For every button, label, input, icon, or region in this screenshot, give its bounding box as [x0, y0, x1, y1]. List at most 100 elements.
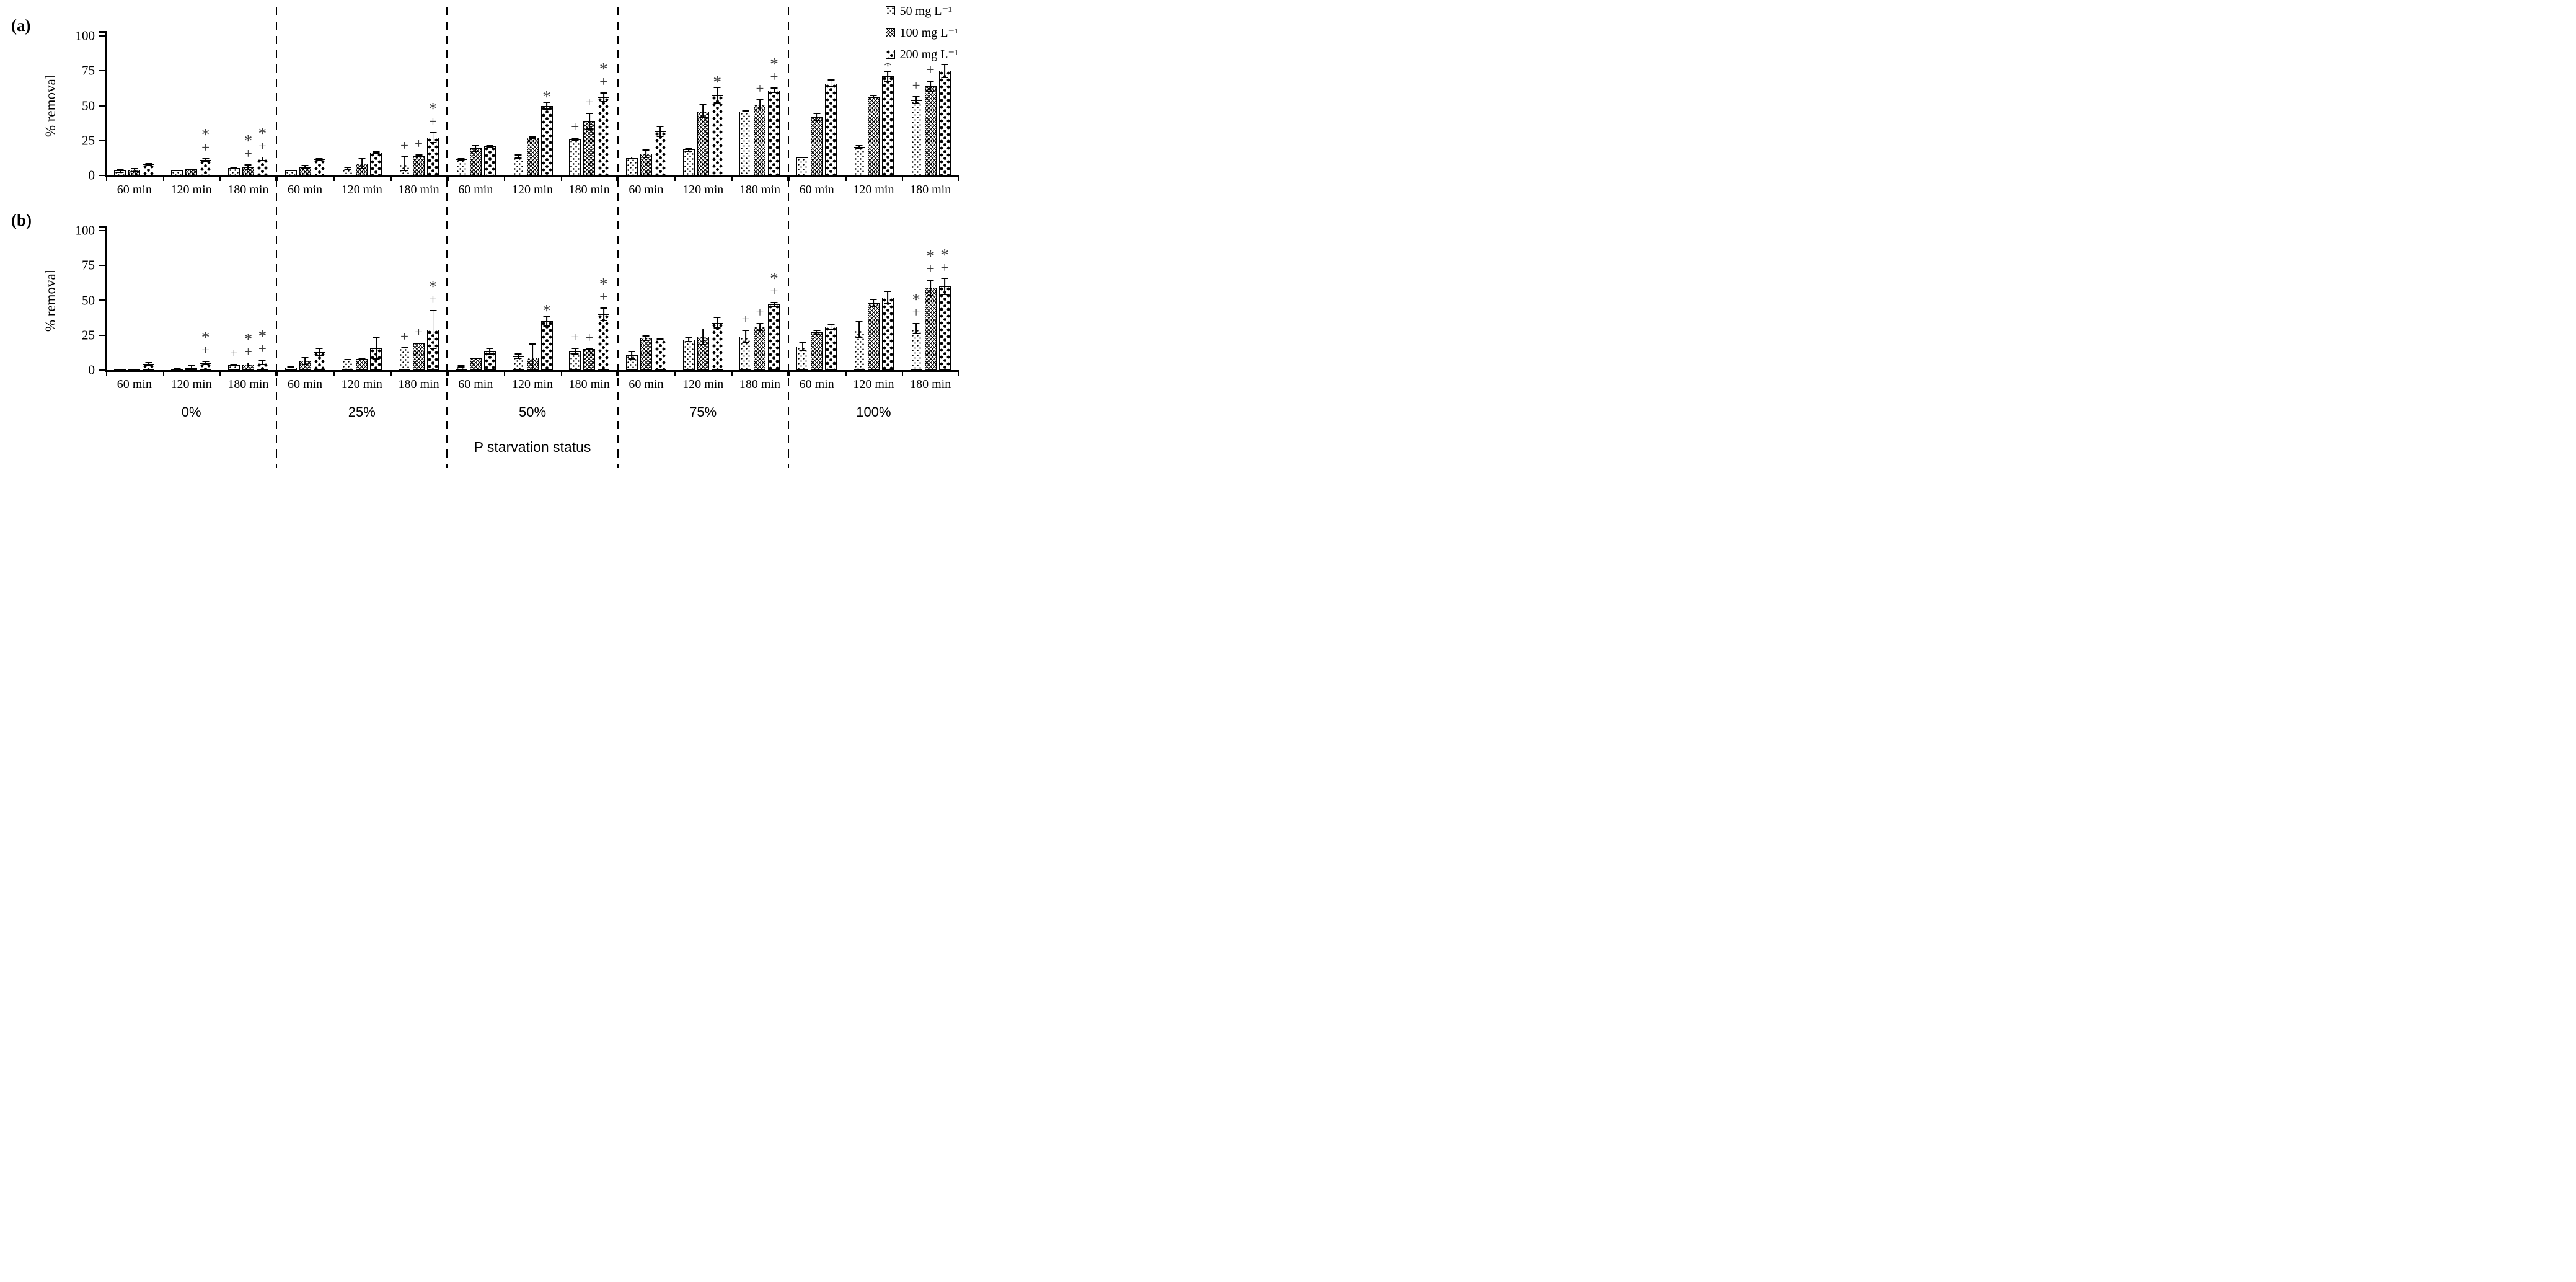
panel-a-y-axis-label: % removal [43, 74, 58, 137]
time-group-120-min: * + [163, 231, 220, 370]
error-bar-bottom-cap [287, 170, 294, 172]
bar-50mg [285, 170, 297, 175]
error-bar [774, 301, 775, 307]
error-bar [489, 144, 491, 148]
error-bar-top-cap [202, 157, 210, 159]
error-bar-bottom-cap [941, 76, 948, 78]
error-bar [233, 363, 235, 367]
bar-50mg [512, 156, 524, 175]
time-label-section: 60 min 120 min 180 min [788, 378, 959, 392]
error-bar-bottom-cap [230, 167, 237, 169]
y-tick [99, 139, 105, 141]
error-bar-top-cap [770, 301, 778, 303]
bar-50mg [114, 369, 126, 370]
error-bar [930, 279, 932, 296]
error-bar-top-cap [884, 290, 891, 292]
bar-100mg [583, 121, 596, 175]
bar-100mg [356, 163, 368, 175]
y-tick-label: 25 [82, 327, 95, 343]
significance-annotation: + [415, 325, 423, 339]
section-25%: + + * + [276, 36, 448, 181]
error-bar-top-cap [827, 324, 835, 325]
error-bar-top-cap [685, 337, 692, 338]
time-group-60-min [618, 231, 675, 370]
error-bar-bottom-cap [514, 157, 522, 159]
asterisk-marker: * [599, 60, 608, 79]
x-tick [731, 370, 733, 376]
panel-b: % removal * + + * + * + + + * + * + + * + + + * + * + * + * + 60 … [43, 224, 959, 391]
bar-100mg [526, 138, 539, 175]
time-group-180-min: ++*+ [731, 231, 788, 370]
asterisk-marker: * [201, 125, 210, 144]
time-group-180-min: * + * + * + [902, 231, 959, 370]
y-tick [99, 334, 105, 336]
error-bar-top-cap [656, 126, 664, 127]
error-bar-top-cap [870, 299, 877, 301]
section-0%: * + + * + * + [106, 231, 277, 376]
bar-50mg [910, 100, 922, 175]
error-bar-bottom-cap [884, 303, 891, 305]
error-bar [532, 343, 533, 370]
asterisk-marker: * [258, 123, 267, 143]
error-bar [262, 360, 263, 366]
bar-200mg [427, 138, 439, 175]
error-bar-top-cap [927, 279, 934, 281]
error-bar [574, 138, 576, 141]
y-tick-label: 75 [82, 257, 95, 273]
panel-b-y-axis [105, 226, 107, 370]
time-label-section: 60 min 120 min 180 min [788, 183, 959, 197]
bar-200mg [711, 322, 723, 370]
time-group-120-min [333, 231, 390, 370]
error-bar [247, 164, 249, 170]
error-bar [205, 157, 206, 162]
asterisk-marker: * [244, 131, 253, 150]
error-bar [944, 278, 946, 295]
time-group-60-min [788, 36, 845, 175]
panel-b-x-axis [105, 370, 959, 372]
error-bar-bottom-cap [344, 359, 351, 361]
time-group-120-min: * + [163, 36, 220, 175]
error-bar-top-cap [117, 168, 124, 170]
error-bar-top-cap [756, 99, 764, 101]
asterisk-marker: * [428, 99, 438, 118]
error-bar-bottom-cap [358, 168, 366, 169]
error-bar [858, 321, 860, 338]
bar-100mg [924, 86, 937, 175]
x-tick [674, 370, 676, 376]
section-50%: * + + * + [447, 36, 618, 181]
error-bar [262, 156, 263, 161]
error-bar [546, 316, 547, 327]
legend-swatch-200-icon [885, 50, 895, 59]
error-bar [148, 162, 149, 166]
error-bar [944, 64, 946, 78]
legend-item-200: 200 mg L⁻¹ [885, 46, 958, 62]
error-bar [659, 126, 661, 138]
error-bar [518, 353, 519, 359]
significance-annotation: *+ [201, 329, 210, 358]
bar-50mg [512, 356, 524, 370]
panel-a-sections: *+*+*+++*+*++*+*+*+*++*+ [106, 32, 959, 181]
section-separator [446, 7, 448, 468]
y-tick [99, 70, 105, 72]
error-bar-top-cap [174, 368, 181, 370]
error-bar-top-cap [713, 317, 721, 319]
significance-annotation: *+ [926, 247, 935, 276]
error-bar-top-cap [827, 79, 835, 81]
error-bar-top-cap [713, 87, 721, 88]
error-bar-bottom-cap [258, 364, 266, 366]
section-50%: * + + * + [447, 231, 618, 376]
significance-annotation: + [415, 136, 423, 151]
error-bar-bottom-cap [472, 358, 479, 359]
error-bar-top-cap [941, 64, 948, 65]
error-bar-bottom-cap [202, 161, 210, 162]
x-tick [162, 370, 164, 376]
panel-a-x-axis [105, 175, 959, 177]
time-group-180-min: + * + * + [219, 231, 276, 370]
error-bar [688, 337, 690, 342]
error-bar-top-cap [457, 365, 465, 366]
error-bar [816, 329, 818, 335]
x-tick [390, 370, 392, 376]
time-label: 120 min [170, 183, 212, 197]
significance-annotation: *+ [429, 278, 438, 307]
error-bar-bottom-cap [401, 170, 408, 172]
